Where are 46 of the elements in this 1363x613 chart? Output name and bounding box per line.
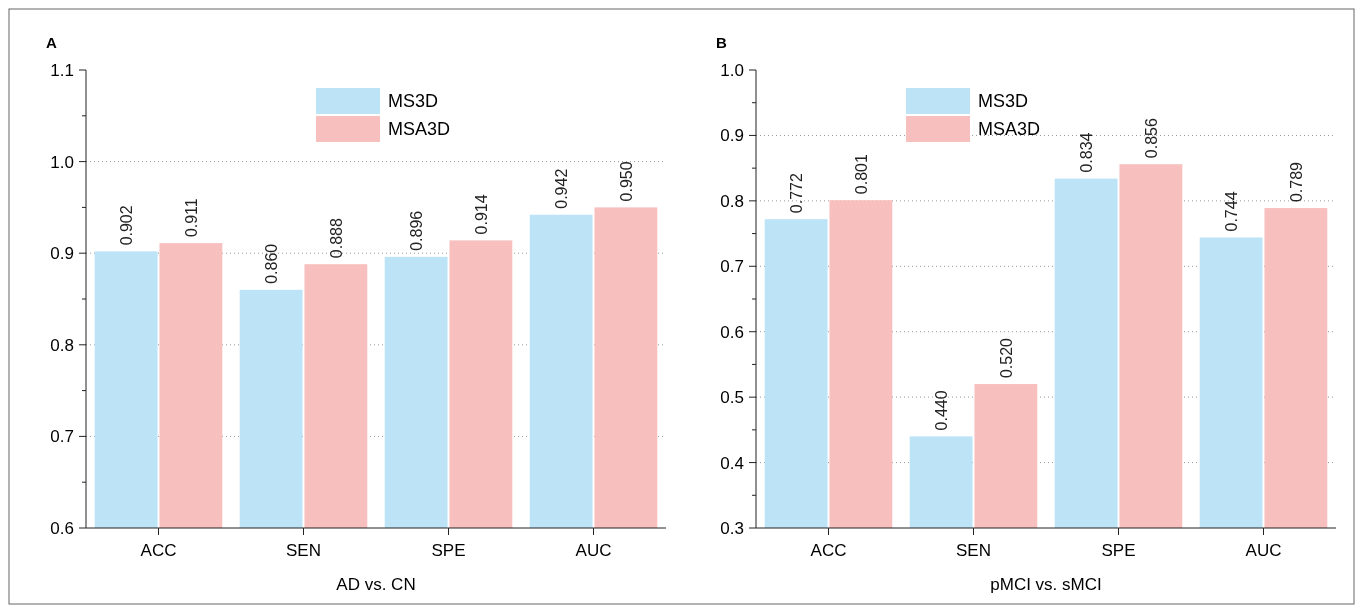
data-label: 0.834 [1078,132,1096,173]
data-label: 0.888 [327,218,345,259]
y-tick-label: 1.0 [720,60,744,80]
y-tick-label: 0.5 [720,388,744,408]
data-label: 0.860 [263,243,281,284]
x-tick-label: SEN [956,541,991,560]
x-tick-label: ACC [810,541,847,560]
x-tick-label: AUC [1245,541,1282,560]
x-tick-label: ACC [140,541,177,560]
y-tick-label: 1.1 [50,60,74,80]
x-tick-label: AUC [575,541,612,560]
y-tick-label: 1.0 [50,152,74,172]
y-tick-label: 0.8 [720,191,744,211]
chart-title: B [716,34,727,51]
data-label: 0.914 [472,194,490,235]
y-tick-label: 0.7 [50,427,74,447]
y-tick-label: 0.8 [50,335,74,355]
x-axis-title: AD vs. CN [336,575,416,594]
data-label: 0.950 [617,161,635,202]
data-label: 0.902 [118,205,136,246]
legend-label: MS3D [978,91,1029,112]
x-tick-label: SEN [286,541,321,560]
y-tick-label: 0.4 [720,453,744,473]
y-tick-label: 0.6 [50,518,74,538]
legend-label: MS3D [388,91,439,112]
y-tick-label: 0.6 [720,322,744,342]
x-tick-label: SPE [1101,541,1136,560]
y-tick-label: 0.7 [720,257,744,277]
y-tick-label: 0.9 [50,244,74,264]
data-label: 0.520 [997,337,1015,379]
data-label: 0.896 [408,210,426,251]
y-tick-label: 0.3 [720,518,744,538]
data-label: 0.772 [788,173,806,214]
data-label: 0.856 [1142,118,1160,159]
chart-title: A [46,34,57,51]
data-label: 0.911 [182,198,200,238]
legend-label: MSA3D [978,119,1041,140]
x-axis-title: pMCI vs. sMCI [990,575,1102,594]
x-tick-label: SPE [431,541,466,560]
data-label: 0.789 [1287,161,1305,203]
data-label: 0.440 [933,390,951,431]
data-label: 0.942 [553,168,571,209]
data-label: 0.744 [1223,191,1241,232]
data-label: 0.801 [852,154,870,195]
legend-label: MSA3D [388,119,451,140]
y-tick-label: 0.9 [720,126,744,146]
